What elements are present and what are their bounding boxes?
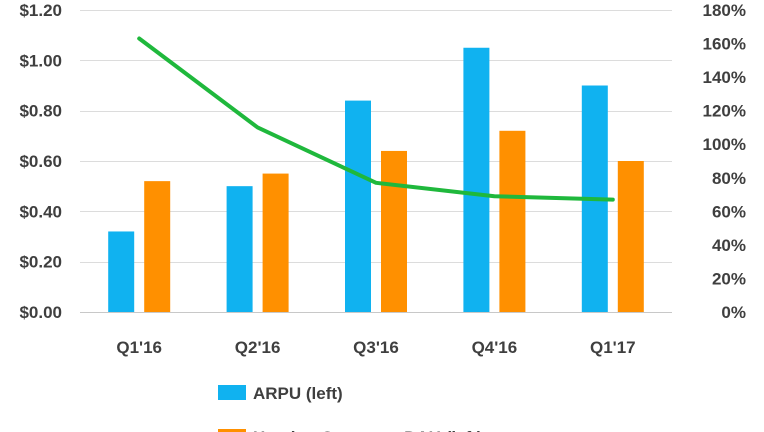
legend-label: ARPU (left)	[253, 384, 343, 403]
bar-arpu	[463, 47, 490, 312]
legend-swatch	[218, 385, 246, 400]
left-axis-tick-labels: $0.00 $0.20 $0.40 $0.60 $0.80 $1.00 $1.20	[19, 1, 62, 322]
right-axis-tick-label: 40%	[712, 236, 746, 255]
right-axis-tick-label: 20%	[712, 269, 746, 288]
right-axis-tick-label: 60%	[712, 202, 746, 221]
gridlines	[80, 10, 672, 313]
right-axis-tick-label: 160%	[703, 35, 746, 54]
right-axis-tick-label: 0%	[721, 303, 746, 322]
line-series	[137, 36, 615, 202]
x-axis-tick-label: Q4'16	[472, 338, 518, 357]
x-axis-tick-labels: Q1'16 Q2'16 Q3'16 Q4'16 Q1'17	[116, 338, 635, 357]
left-axis-tick-label: $1.20	[19, 1, 62, 20]
line-percentage	[137, 36, 615, 202]
left-axis-tick-label: $0.60	[19, 152, 62, 171]
bar-hosting-cost	[617, 161, 644, 312]
right-axis-tick-label: 80%	[712, 169, 746, 188]
bar-hosting-cost	[262, 173, 289, 312]
left-axis-tick-label: $0.40	[19, 202, 62, 221]
x-axis-tick-label: Q3'16	[353, 338, 399, 357]
right-axis-tick-label: 120%	[703, 102, 746, 121]
legend-swatch	[218, 429, 246, 432]
x-axis-tick-label: Q1'16	[116, 338, 162, 357]
right-axis-tick-label: 140%	[703, 68, 746, 87]
x-axis-tick-label: Q1'17	[590, 338, 636, 357]
left-axis-tick-label: $0.80	[19, 102, 62, 121]
bar-hosting-cost	[499, 130, 526, 312]
x-axis-tick-label: Q2'16	[235, 338, 281, 357]
left-axis-tick-label: $0.00	[19, 303, 62, 322]
legend: ARPU (left) Hosting Costs per DAU (left)	[218, 384, 483, 432]
right-axis-tick-labels: 0% 20% 40% 60% 80% 100% 120% 140% 160% 180%	[703, 1, 746, 322]
right-axis-tick-label: 180%	[703, 1, 746, 20]
legend-label: Hosting Costs per DAU (left)	[253, 428, 483, 432]
bar-arpu	[226, 186, 253, 312]
left-axis-tick-label: $1.00	[19, 51, 62, 70]
bar-arpu	[108, 231, 135, 312]
left-axis-tick-label: $0.20	[19, 253, 62, 272]
bar-hosting-cost	[381, 150, 407, 312]
right-axis-tick-label: 100%	[703, 135, 746, 154]
bar-hosting-cost	[144, 181, 171, 312]
bars	[108, 47, 644, 312]
bar-arpu	[345, 100, 371, 312]
